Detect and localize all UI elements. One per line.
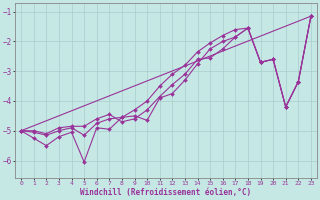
X-axis label: Windchill (Refroidissement éolien,°C): Windchill (Refroidissement éolien,°C) [80,188,252,197]
